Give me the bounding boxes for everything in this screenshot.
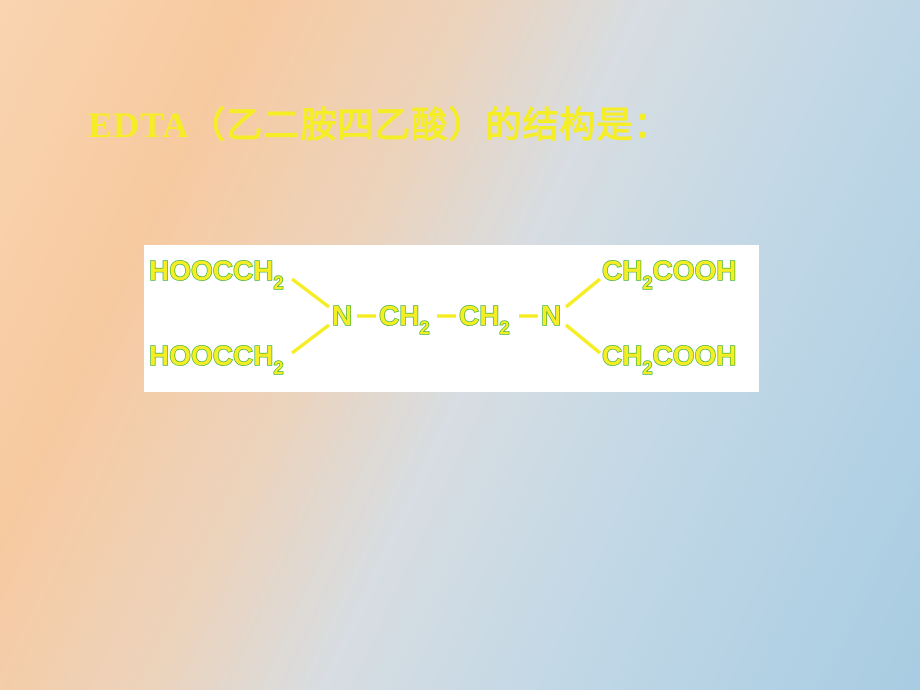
group-bottom-right: CH2COOH — [602, 340, 736, 378]
n2-atom: N — [541, 300, 561, 331]
n1-atom: N — [332, 300, 352, 331]
ch2b-group: CH2 — [459, 300, 509, 338]
group-bottom-left: HOOCCH2 — [149, 340, 283, 378]
slide-background: EDTA（乙二胺四乙酸）的结构是： HOOCCH2 HOOCCH2 N CH2 … — [0, 0, 920, 690]
group-top-left: HOOCCH2 — [149, 255, 283, 293]
edta-structure: HOOCCH2 HOOCCH2 N CH2 CH2 N — [144, 245, 759, 392]
slide-title: EDTA（乙二胺四乙酸）的结构是： — [88, 96, 670, 148]
bond-tl-n1 — [292, 279, 329, 307]
bond-n2-tr — [566, 279, 600, 307]
ch2a-group: CH2 — [379, 300, 429, 338]
bond-n2-br — [566, 325, 600, 353]
formula-container: HOOCCH2 HOOCCH2 N CH2 CH2 N — [144, 245, 759, 392]
bond-bl-n1 — [292, 325, 329, 353]
group-top-right: CH2COOH — [602, 255, 736, 293]
